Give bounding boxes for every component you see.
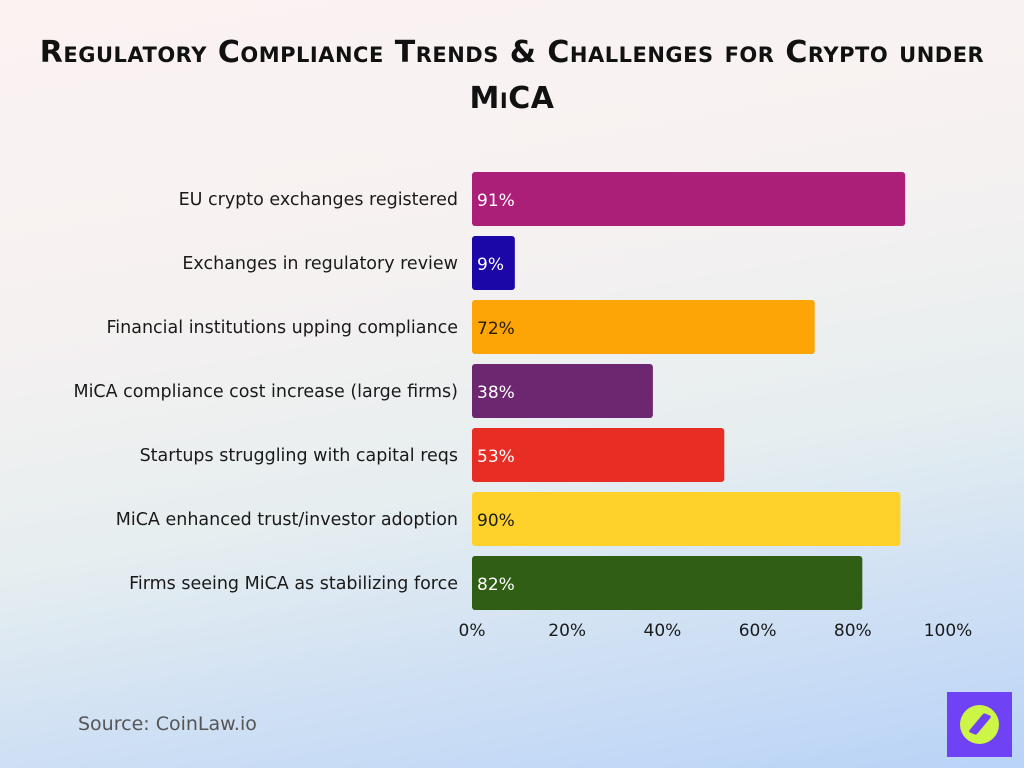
x-tick-label: 20%: [548, 621, 586, 641]
compass-logo-icon: [947, 692, 1012, 757]
data-label: 9%: [477, 255, 504, 275]
source-text: Source: CoinLaw.io: [78, 713, 257, 735]
category-label: Financial institutions upping compliance: [107, 318, 459, 338]
x-tick-label: 100%: [924, 621, 973, 641]
bar: [472, 300, 815, 354]
x-tick-label: 0%: [459, 621, 486, 641]
bar: [472, 492, 901, 546]
data-label: 38%: [477, 383, 515, 403]
category-label: EU crypto exchanges registered: [179, 190, 458, 210]
bar: [472, 364, 653, 418]
data-label: 90%: [477, 511, 515, 531]
x-tick-label: 80%: [834, 621, 872, 641]
category-label: MiCA enhanced trust/investor adoption: [116, 510, 458, 530]
category-label: Firms seeing MiCA as stabilizing force: [129, 574, 458, 594]
bar: [472, 236, 515, 290]
logo-circle: [960, 705, 999, 744]
bar: [472, 556, 863, 610]
compass-needle-icon: [968, 712, 992, 736]
x-tick-label: 40%: [644, 621, 682, 641]
category-label: Exchanges in regulatory review: [182, 254, 458, 274]
bar: [472, 172, 906, 226]
category-label: MiCA compliance cost increase (large fir…: [73, 382, 458, 402]
data-label: 72%: [477, 319, 515, 339]
data-label: 53%: [477, 447, 515, 467]
bar: [472, 428, 725, 482]
x-tick-label: 60%: [739, 621, 777, 641]
data-label: 91%: [477, 191, 515, 211]
category-label: Startups struggling with capital reqs: [140, 446, 458, 466]
chart-title: Regulatory Compliance Trends & Challenge…: [39, 35, 985, 116]
data-label: 82%: [477, 575, 515, 595]
